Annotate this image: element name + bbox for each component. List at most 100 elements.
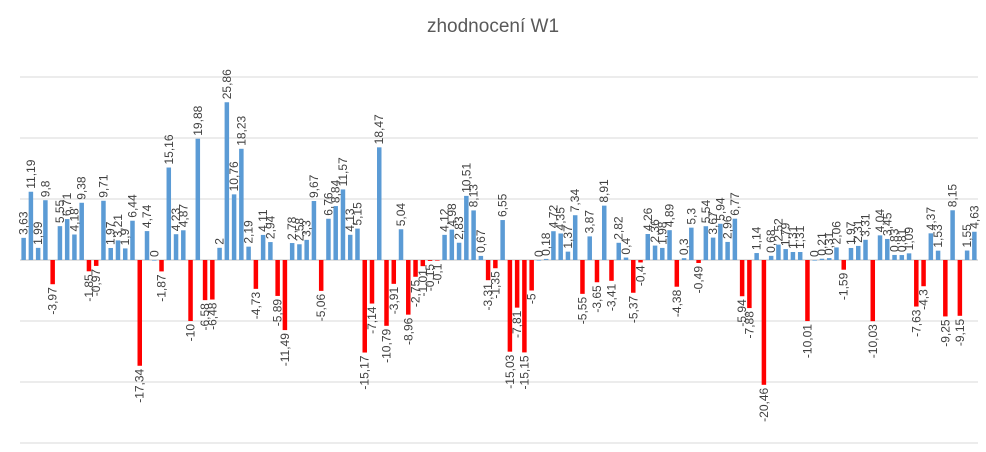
- data-label: -5,55: [575, 297, 589, 325]
- data-label: 0: [532, 250, 546, 257]
- data-label: 0,83: [888, 228, 902, 252]
- data-label: 1,31: [793, 225, 807, 249]
- data-label: 4,87: [176, 204, 190, 228]
- bar: [718, 223, 723, 260]
- data-label: -20,46: [757, 387, 771, 421]
- data-label: 3,87: [583, 210, 597, 234]
- bar: [514, 260, 520, 308]
- bar: [580, 260, 585, 294]
- bar: [406, 260, 411, 315]
- bar: [347, 234, 353, 260]
- bar: [964, 250, 970, 260]
- bar: [543, 258, 549, 260]
- data-label: 25,86: [220, 69, 234, 99]
- bar: [449, 229, 455, 260]
- bar: [529, 260, 534, 291]
- bar: [667, 230, 672, 260]
- data-label: 4,89: [663, 203, 677, 227]
- bar: [899, 255, 905, 260]
- bar: [93, 260, 99, 266]
- data-label: 1,55: [960, 224, 974, 248]
- bar: [456, 242, 462, 260]
- bar: [340, 189, 346, 260]
- bar: [217, 247, 222, 260]
- bar: [144, 231, 150, 260]
- bar: [826, 258, 832, 260]
- bar: [943, 260, 948, 317]
- bar: [660, 247, 665, 260]
- data-label: 11,57: [336, 157, 350, 186]
- data-label: -3,31: [481, 283, 495, 311]
- data-label: 2,06: [829, 221, 843, 245]
- data-label: 4,98: [445, 203, 459, 227]
- data-label: 0,4: [619, 238, 633, 255]
- bar: [43, 200, 48, 260]
- bar: [413, 260, 418, 277]
- bar: [761, 260, 767, 385]
- bar: [311, 201, 317, 260]
- data-label: 1,09: [902, 227, 916, 251]
- data-label: 0: [147, 250, 161, 257]
- bar: [268, 242, 273, 260]
- bar: [333, 206, 338, 260]
- bar: [601, 205, 607, 260]
- data-label: 3,3: [300, 220, 314, 237]
- bar: [812, 260, 817, 261]
- bar: [297, 244, 302, 260]
- data-label: -2,75: [409, 279, 423, 307]
- bar: [493, 260, 498, 269]
- bar: [522, 260, 527, 353]
- data-label: 0,68: [764, 229, 778, 253]
- bar: [696, 260, 701, 263]
- data-label: -15,17: [358, 355, 372, 389]
- data-label: 19,88: [191, 105, 205, 135]
- bar: [681, 258, 687, 260]
- chart-title: zhodnocení W1: [426, 16, 560, 37]
- data-label: 4,23: [169, 208, 183, 232]
- data-label: 1,31: [786, 225, 800, 249]
- data-label: 3,63: [17, 211, 31, 235]
- data-label: 1,37: [561, 225, 575, 249]
- data-label: -5,06: [314, 294, 328, 322]
- bar: [64, 219, 70, 260]
- data-label: -9,15: [953, 318, 967, 346]
- bar: [195, 138, 201, 260]
- bar: [747, 260, 752, 309]
- data-label: 4,72: [546, 205, 560, 229]
- data-label: -0,49: [692, 266, 706, 294]
- data-label: 0,31: [822, 231, 836, 255]
- bar: [362, 260, 367, 353]
- bar: [275, 260, 280, 296]
- bar: [587, 236, 592, 260]
- data-label: -3,65: [590, 285, 604, 313]
- bar: [928, 233, 934, 260]
- bar: [108, 247, 113, 260]
- bar: [28, 191, 34, 260]
- data-label: 8,13: [467, 184, 481, 208]
- data-label: 4,63: [967, 205, 981, 229]
- data-label: 6,71: [60, 192, 74, 216]
- data-label: 11,19: [24, 159, 38, 188]
- bar: [152, 260, 157, 261]
- data-label: -10,03: [866, 324, 880, 358]
- bar: [783, 249, 788, 260]
- data-label: 1,97: [844, 221, 858, 245]
- bar: [558, 233, 563, 260]
- data-label: -10,79: [380, 328, 394, 362]
- data-label: 8,84: [329, 179, 343, 203]
- data-label: 2,36: [648, 219, 662, 243]
- data-label: 10,51: [459, 163, 473, 193]
- bar: [122, 248, 128, 260]
- data-label: -0,15: [423, 264, 437, 292]
- bar: [137, 260, 142, 366]
- bar: [260, 234, 266, 260]
- bar: [754, 253, 759, 260]
- bar: [398, 229, 404, 260]
- bar: [188, 260, 193, 321]
- data-label: 1,14: [750, 226, 764, 250]
- bar: [739, 260, 745, 297]
- data-label: 9,71: [96, 174, 110, 198]
- data-label: 1,79: [779, 222, 793, 246]
- bar: [841, 260, 846, 270]
